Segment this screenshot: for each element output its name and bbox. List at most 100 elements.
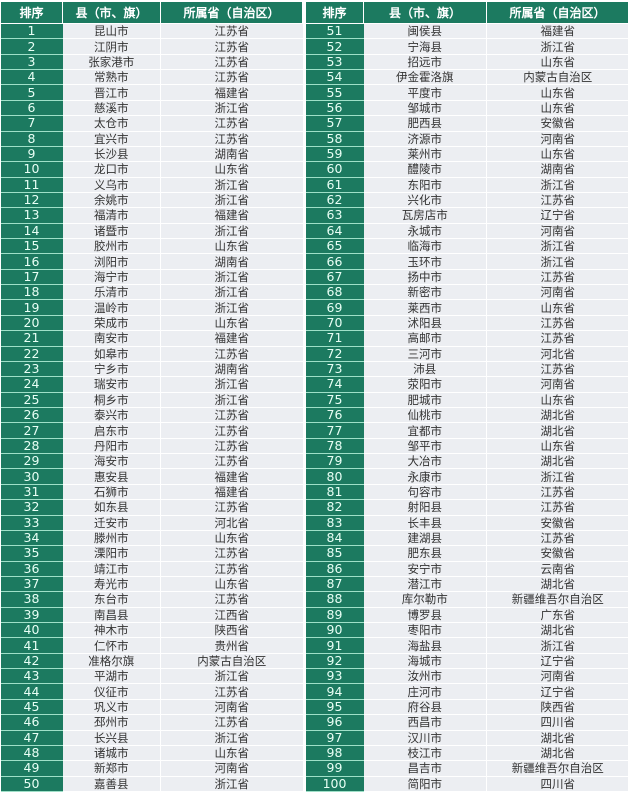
county-cell: 沭阳县 [363,315,487,332]
table-row: 16 浏阳市 湖南省 [0,253,303,270]
header-province: 所属省（自治区） [160,1,303,24]
province-cell: 江西省 [160,607,303,624]
header-county: 县（市、旗） [62,1,161,24]
table-row: 42 准格尔旗 内蒙古自治区 [0,653,303,670]
table-row: 87 潜江市 湖北省 [305,576,628,593]
county-cell: 汉川市 [363,730,487,746]
table-row: 47 长兴县 浙江省 [0,730,303,746]
table-row: 85 肥东县 安徽省 [305,545,628,562]
province-cell: 湖南省 [486,161,628,178]
rank-cell: 92 [305,653,364,670]
rank-cell: 75 [305,392,364,408]
rank-cell: 78 [305,438,364,455]
table-row: 33 迁安市 河北省 [0,515,303,531]
province-cell: 河南省 [486,284,628,301]
rank-cell: 100 [305,776,364,792]
province-cell: 辽宁省 [486,207,628,224]
county-cell: 枣阳市 [363,622,487,639]
rank-cell: 64 [305,223,364,240]
county-cell: 汝州市 [363,668,487,685]
rank-cell: 46 [0,714,63,731]
county-cell: 西昌市 [363,714,487,731]
county-cell: 昆山市 [62,23,161,40]
header-rank: 排序 [0,1,63,24]
province-cell: 浙江省 [160,376,303,393]
county-cell: 海盐县 [363,637,487,654]
county-cell: 乐清市 [62,284,161,301]
county-cell: 如皋市 [62,346,161,362]
table-row: 37 寿光市 山东省 [0,576,303,593]
rank-cell: 62 [305,192,364,209]
rank-cell: 36 [0,561,63,577]
province-cell: 福建省 [160,330,303,347]
province-cell: 江苏省 [486,361,628,378]
province-cell: 河南省 [486,131,628,147]
county-cell: 常熟市 [62,69,161,86]
table-row: 100 简阳市 四川省 [305,776,628,792]
province-cell: 山东省 [160,530,303,547]
table-row: 35 溧阳市 江苏省 [0,545,303,562]
county-cell: 迁安市 [62,515,161,531]
table-row: 96 西昌市 四川省 [305,714,628,731]
table-row: 83 长丰县 安徽省 [305,515,628,531]
county-cell: 大冶市 [363,453,487,470]
county-cell: 诸城市 [62,745,161,762]
rank-cell: 26 [0,407,63,424]
county-cell: 东阳市 [363,177,487,193]
table-row: 58 济源市 河南省 [305,131,628,147]
table-row: 43 平湖市 浙江省 [0,668,303,685]
county-cell: 临海市 [363,238,487,255]
table-row: 84 建湖县 江苏省 [305,530,628,547]
rank-cell: 7 [0,115,63,132]
county-cell: 建湖县 [363,530,487,547]
county-cell: 长兴县 [62,730,161,746]
table-row: 55 平度市 山东省 [305,84,628,101]
province-cell: 江苏省 [160,131,303,147]
ranking-table-left: 排序 县（市、旗） 所属省（自治区） 1 昆山市 江苏省 2 江阴市 江苏省 3 张家港市 江苏… [0,1,303,792]
rank-cell: 69 [305,299,364,316]
county-cell: 瑞安市 [62,376,161,393]
table-row: 20 荣成市 山东省 [0,315,303,332]
county-cell: 仙桃市 [363,407,487,424]
county-cell: 慈溪市 [62,100,161,117]
rank-cell: 56 [305,100,364,117]
county-cell: 如东县 [62,499,161,516]
county-cell: 永城市 [363,223,487,240]
county-cell: 仁怀市 [62,637,161,654]
header-rank: 排序 [305,1,364,24]
rank-cell: 63 [305,207,364,224]
rank-cell: 12 [0,192,63,209]
table-row: 81 句容市 江苏省 [305,484,628,501]
county-cell: 泰兴市 [62,407,161,424]
province-cell: 陕西省 [486,699,628,716]
table-row: 25 桐乡市 浙江省 [0,392,303,408]
table-row: 14 诸暨市 浙江省 [0,223,303,240]
county-cell: 枝江市 [363,745,487,762]
province-cell: 江苏省 [486,269,628,286]
table-row: 92 海城市 辽宁省 [305,653,628,670]
province-cell: 河南省 [486,223,628,240]
rank-cell: 38 [0,591,63,608]
table-row: 38 东台市 江苏省 [0,591,303,608]
province-cell: 江苏省 [160,453,303,470]
county-cell: 莱西市 [363,299,487,316]
table-row: 22 如皋市 江苏省 [0,346,303,362]
table-row: 99 昌吉市 新疆维吾尔自治区 [305,760,628,777]
table-row: 5 晋江市 福建省 [0,84,303,101]
county-cell: 巩义市 [62,699,161,716]
rank-cell: 34 [0,530,63,547]
table-row: 1 昆山市 江苏省 [0,23,303,40]
county-cell: 溧阳市 [62,545,161,562]
rank-cell: 47 [0,730,63,746]
province-cell: 山东省 [486,438,628,455]
rank-cell: 88 [305,591,364,608]
county-cell: 安宁市 [363,561,487,577]
header-province: 所属省（自治区） [486,1,628,24]
county-cell: 荥阳市 [363,376,487,393]
rank-cell: 8 [0,131,63,147]
rank-cell: 65 [305,238,364,255]
province-cell: 湖北省 [486,422,628,439]
county-cell: 温岭市 [62,299,161,316]
province-cell: 内蒙古自治区 [486,69,628,86]
rank-cell: 45 [0,699,63,716]
